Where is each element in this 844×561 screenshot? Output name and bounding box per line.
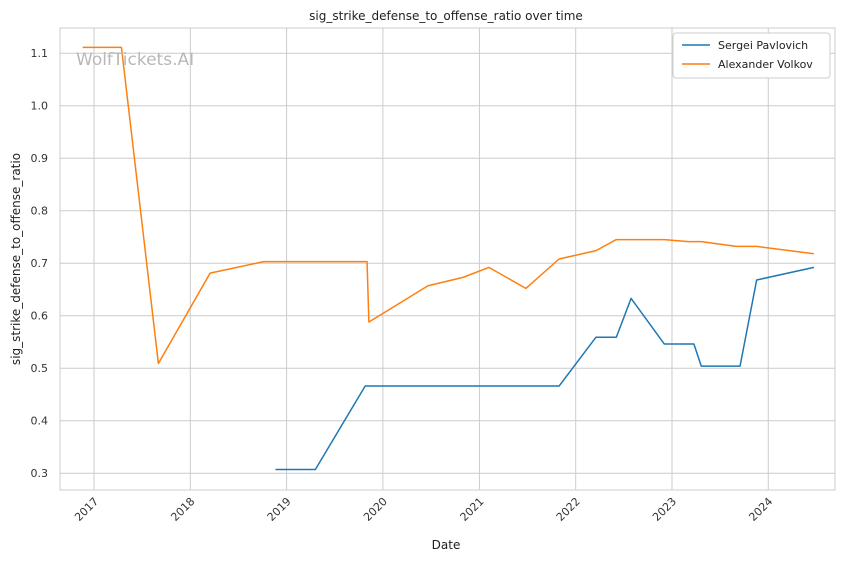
horizontal-gridlines — [60, 52, 835, 474]
chart-title: sig_strike_defense_to_offense_ratio over… — [309, 9, 583, 23]
series-line-sergei-pavlovich — [275, 266, 815, 471]
y-tick-label: 0.9 — [31, 152, 49, 165]
legend-label: Alexander Volkov — [718, 58, 813, 71]
legend-box — [672, 32, 831, 79]
series-lines — [82, 46, 815, 471]
y-axis-title: sig_strike_defense_to_offense_ratio — [9, 153, 23, 365]
y-tick-label: 1.0 — [31, 100, 49, 113]
vertical-gridlines — [93, 28, 769, 490]
y-tick-label: 0.4 — [31, 415, 49, 428]
legend: Sergei Pavlovich Alexander Volkov — [672, 32, 831, 79]
legend-items: Sergei Pavlovich Alexander Volkov — [682, 39, 813, 71]
y-tick-labels: 0.3 0.4 0.5 0.6 0.7 0.8 0.9 1.0 1.1 — [31, 47, 49, 480]
y-tick-label: 1.1 — [31, 47, 49, 60]
y-tick-label: 0.5 — [31, 362, 49, 375]
y-tick-label: 0.6 — [31, 310, 49, 323]
y-tick-label: 0.8 — [31, 205, 49, 218]
watermark-text: WolfTickets.AI — [76, 50, 194, 70]
series-line-alexander-volkov — [82, 46, 814, 365]
plot-frame — [59, 27, 836, 491]
y-tick-label: 0.7 — [31, 257, 49, 270]
legend-label: Sergei Pavlovich — [718, 39, 808, 52]
x-axis-title: Date — [432, 538, 461, 552]
y-tick-label: 0.3 — [31, 467, 49, 480]
